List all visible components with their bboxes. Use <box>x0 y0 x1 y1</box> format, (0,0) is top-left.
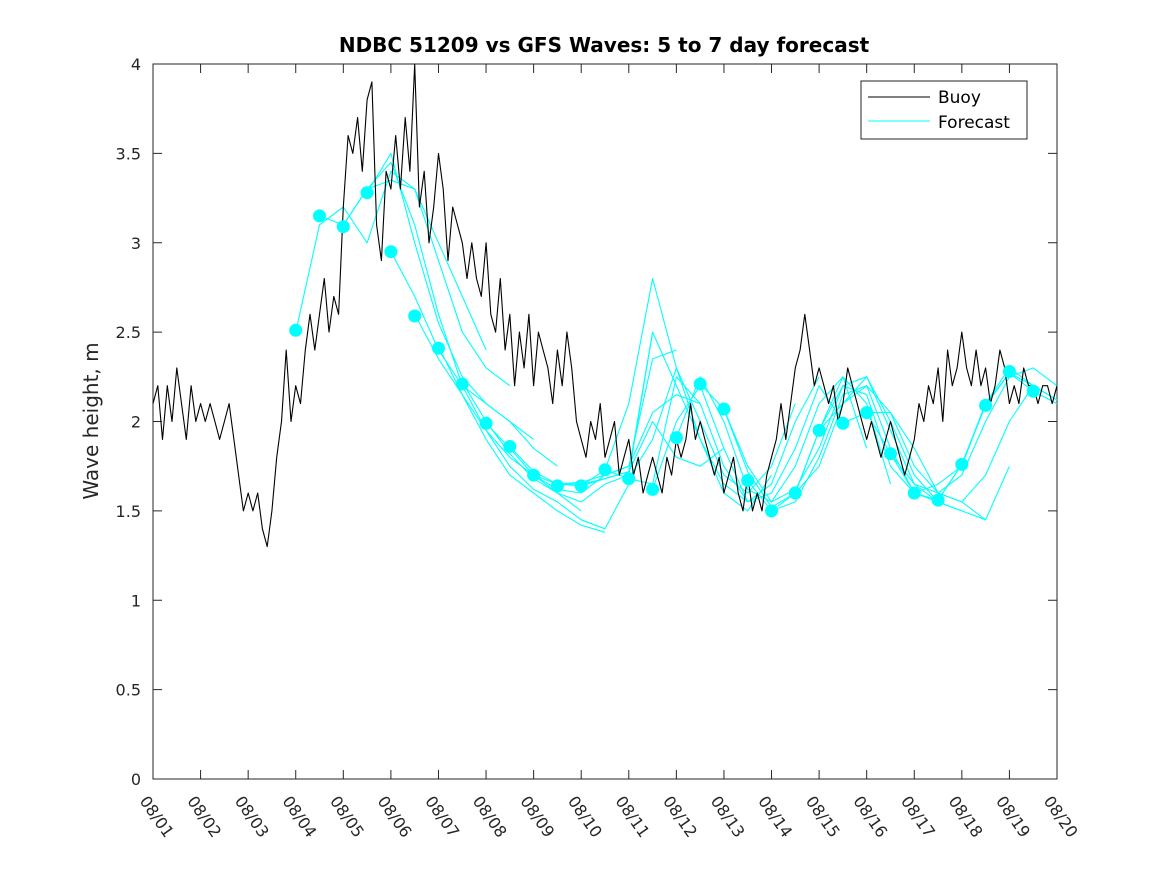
forecast-series-line <box>747 385 939 512</box>
y-tick-label: 4 <box>131 55 141 74</box>
y-tick-label: 0.5 <box>116 681 141 700</box>
y-tick-label: 3.5 <box>116 144 141 163</box>
forecast-marker <box>336 220 350 234</box>
forecast-marker <box>741 474 755 487</box>
forecast-marker <box>1002 365 1016 378</box>
forecast-marker <box>550 479 564 493</box>
forecast-marker <box>907 486 921 500</box>
forecast-marker <box>669 431 683 445</box>
forecast-marker <box>931 493 945 507</box>
forecast-marker <box>360 186 374 200</box>
forecast-marker <box>313 209 326 223</box>
forecast-marker <box>432 341 445 355</box>
forecast-series-line <box>723 385 915 503</box>
forecast-series-line <box>818 385 1010 521</box>
forecast-markers <box>289 186 1040 518</box>
forecast-marker <box>884 447 897 461</box>
y-tick-labels: 0 0.5 1 1.5 2 2.5 3 3.5 4 <box>116 55 141 789</box>
forecast-marker <box>384 245 398 259</box>
forecast-marker <box>836 416 850 430</box>
forecast-marker <box>788 486 802 500</box>
forecast-series-line <box>866 367 1058 494</box>
legend-forecast-label: Forecast <box>938 113 1010 133</box>
y-tick-label: 3 <box>131 234 141 253</box>
forecast-marker <box>1026 384 1040 398</box>
legend: Buoy Forecast <box>860 80 1028 140</box>
forecast-marker <box>527 468 541 482</box>
forecast-marker <box>765 504 778 518</box>
plot-area <box>152 63 1058 780</box>
chart-title: NDBC 51209 vs GFS Waves: 5 to 7 day fore… <box>339 33 870 57</box>
forecast-marker <box>503 440 517 453</box>
forecast-marker <box>646 482 660 496</box>
legend-buoy-label: Buoy <box>938 88 981 108</box>
buoy-series-line <box>152 63 1058 548</box>
forecast-marker <box>455 377 469 391</box>
forecast-marker <box>622 472 636 486</box>
forecast-marker <box>860 406 874 420</box>
y-tick-label: 1 <box>131 591 141 610</box>
forecast-series-line <box>438 346 630 530</box>
forecast-marker <box>717 402 731 416</box>
legend-box <box>860 80 1028 140</box>
axis-ticks <box>152 63 1058 780</box>
forecast-marker <box>479 416 493 430</box>
forecast-series-line <box>628 376 820 503</box>
forecast-marker <box>979 398 993 412</box>
forecast-marker <box>693 377 707 391</box>
forecast-marker <box>598 463 612 477</box>
forecast-series-line <box>366 152 558 467</box>
forecast-marker <box>408 309 422 323</box>
forecast-marker <box>574 479 588 493</box>
y-tick-label: 2 <box>131 413 141 432</box>
forecast-marker <box>955 457 969 471</box>
forecast-marker <box>289 323 303 337</box>
forecast-series-line <box>652 385 844 503</box>
forecast-marker <box>812 423 826 437</box>
y-tick-label: 0 <box>131 770 141 789</box>
y-axis-label: Wave height, m <box>79 342 103 499</box>
forecast-series-line <box>414 314 606 533</box>
y-tick-label: 2.5 <box>116 323 141 342</box>
forecast-series-line <box>485 349 677 494</box>
y-tick-label: 1.5 <box>116 502 141 521</box>
